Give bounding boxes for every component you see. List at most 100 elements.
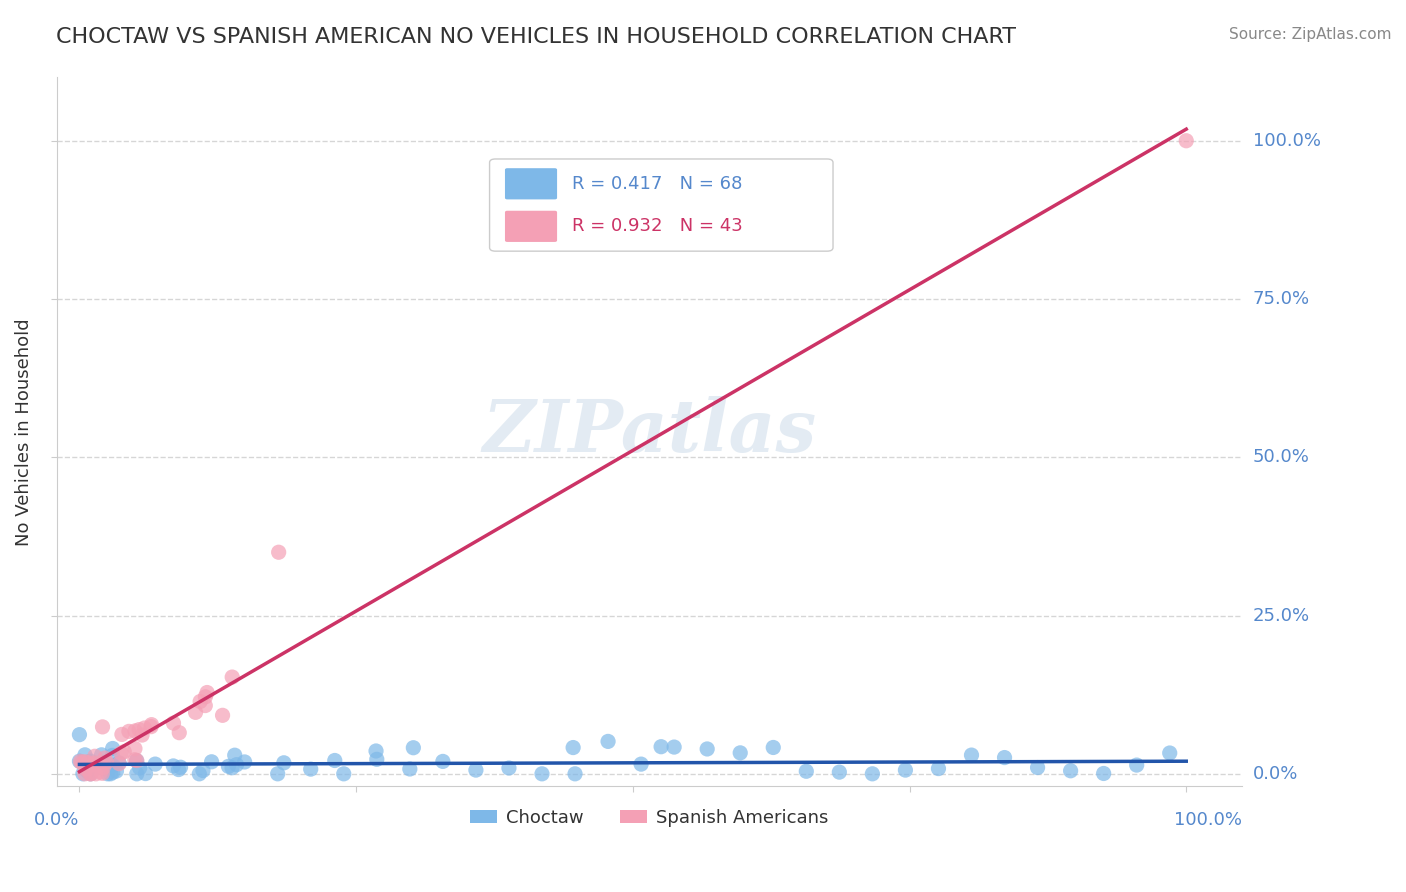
Choctaw xyxy=(101,758,124,772)
Spanish Americans xyxy=(110,746,132,760)
Spanish Americans xyxy=(134,721,156,735)
Spanish Americans xyxy=(194,690,217,704)
Choctaw xyxy=(143,757,166,772)
Choctaw xyxy=(630,757,652,772)
Choctaw xyxy=(69,728,91,742)
Choctaw xyxy=(90,747,112,762)
Choctaw xyxy=(1092,766,1115,780)
Choctaw xyxy=(225,757,247,772)
Choctaw xyxy=(101,741,124,756)
Choctaw xyxy=(498,761,520,775)
Spanish Americans xyxy=(184,706,207,720)
Spanish Americans xyxy=(83,757,105,772)
Spanish Americans xyxy=(91,761,114,775)
Choctaw xyxy=(266,767,288,781)
Spanish Americans xyxy=(84,767,107,781)
Choctaw xyxy=(105,764,128,778)
Spanish Americans xyxy=(91,766,114,780)
Spanish Americans xyxy=(73,767,96,781)
Choctaw xyxy=(76,764,98,778)
Text: 0.0%: 0.0% xyxy=(34,812,79,830)
Choctaw xyxy=(1125,758,1147,772)
Choctaw xyxy=(169,760,191,774)
Choctaw xyxy=(128,761,150,775)
Choctaw xyxy=(72,767,94,781)
Spanish Americans xyxy=(124,723,146,738)
Text: Source: ZipAtlas.com: Source: ZipAtlas.com xyxy=(1229,27,1392,42)
Spanish Americans xyxy=(267,545,290,559)
Spanish Americans xyxy=(124,741,146,756)
Spanish Americans xyxy=(111,727,134,741)
Choctaw xyxy=(97,767,120,781)
Choctaw xyxy=(323,754,346,768)
Choctaw xyxy=(398,762,420,776)
Spanish Americans xyxy=(112,745,135,759)
Text: R = 0.932   N = 43: R = 0.932 N = 43 xyxy=(572,218,744,235)
Choctaw xyxy=(100,767,122,781)
Spanish Americans xyxy=(188,694,211,708)
Spanish Americans xyxy=(221,670,243,684)
Spanish Americans xyxy=(131,728,153,742)
Spanish Americans xyxy=(108,756,131,771)
Choctaw xyxy=(79,767,101,781)
Choctaw xyxy=(79,764,101,778)
Choctaw xyxy=(596,734,619,748)
Choctaw xyxy=(993,750,1015,764)
Choctaw xyxy=(221,761,243,775)
Spanish Americans xyxy=(91,720,114,734)
Choctaw xyxy=(662,740,685,755)
Choctaw xyxy=(530,767,553,781)
Choctaw xyxy=(134,766,156,780)
Legend: Choctaw, Spanish Americans: Choctaw, Spanish Americans xyxy=(463,802,835,834)
Spanish Americans xyxy=(94,751,117,765)
Choctaw xyxy=(299,762,322,776)
Spanish Americans xyxy=(96,756,118,770)
Spanish Americans xyxy=(118,724,141,739)
Choctaw xyxy=(762,740,785,755)
Choctaw xyxy=(794,764,817,779)
Spanish Americans xyxy=(75,762,97,776)
Choctaw xyxy=(960,748,983,763)
Choctaw xyxy=(162,759,184,773)
Spanish Americans xyxy=(80,767,103,781)
Choctaw xyxy=(927,762,949,776)
Choctaw xyxy=(125,754,148,768)
Choctaw xyxy=(200,755,222,769)
Choctaw xyxy=(73,747,96,762)
Choctaw xyxy=(366,752,388,766)
Choctaw xyxy=(224,748,246,763)
Spanish Americans xyxy=(141,717,163,731)
Spanish Americans xyxy=(139,720,162,734)
Spanish Americans xyxy=(124,753,146,767)
Spanish Americans xyxy=(195,685,218,699)
Spanish Americans xyxy=(167,725,190,739)
FancyBboxPatch shape xyxy=(505,211,557,242)
Choctaw xyxy=(828,765,851,780)
Spanish Americans xyxy=(70,756,93,770)
Choctaw xyxy=(79,754,101,768)
Choctaw xyxy=(1059,764,1081,778)
Choctaw xyxy=(273,756,295,770)
Choctaw xyxy=(108,756,131,770)
Choctaw xyxy=(364,744,387,758)
Choctaw xyxy=(332,767,354,781)
Text: 50.0%: 50.0% xyxy=(1253,449,1309,467)
Choctaw xyxy=(69,754,91,768)
Choctaw xyxy=(894,763,917,777)
Spanish Americans xyxy=(194,698,217,713)
Choctaw xyxy=(564,767,586,781)
Choctaw xyxy=(562,740,585,755)
Spanish Americans xyxy=(162,716,184,731)
Text: ZIPatlas: ZIPatlas xyxy=(482,396,817,467)
Choctaw xyxy=(217,759,239,773)
Spanish Americans xyxy=(83,756,105,770)
Text: CHOCTAW VS SPANISH AMERICAN NO VEHICLES IN HOUSEHOLD CORRELATION CHART: CHOCTAW VS SPANISH AMERICAN NO VEHICLES … xyxy=(56,27,1017,46)
Text: 25.0%: 25.0% xyxy=(1253,607,1310,624)
Choctaw xyxy=(860,767,883,781)
Choctaw xyxy=(101,765,124,780)
Text: R = 0.417   N = 68: R = 0.417 N = 68 xyxy=(572,175,742,193)
Spanish Americans xyxy=(83,749,105,764)
Choctaw xyxy=(101,748,124,763)
Choctaw xyxy=(728,746,751,760)
Choctaw xyxy=(464,763,486,777)
